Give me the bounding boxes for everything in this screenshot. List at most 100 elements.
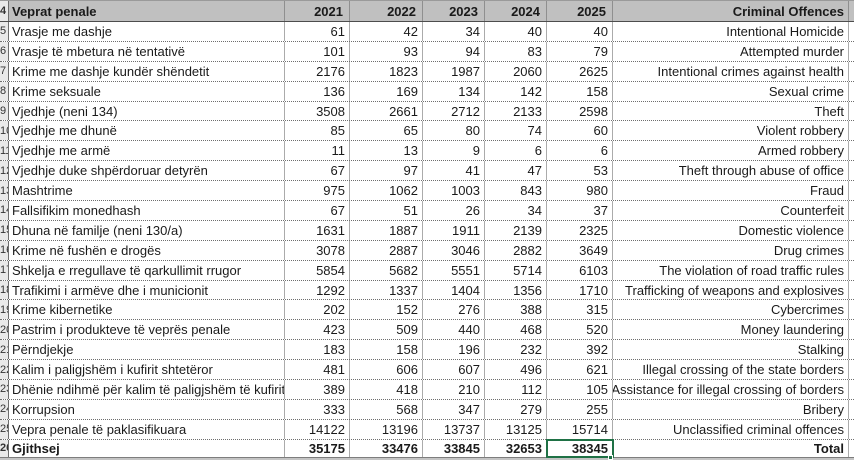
offence-name-en[interactable]: Violent robbery — [613, 121, 849, 141]
offence-name-en[interactable]: The violation of road traffic rules — [613, 260, 849, 280]
offence-name-sq[interactable]: Vrasje me dashje — [9, 22, 285, 41]
year-value[interactable]: 423 — [285, 320, 350, 340]
year-value[interactable]: 279 — [485, 399, 547, 419]
active-cell[interactable]: 38345 — [546, 438, 614, 460]
year-value[interactable]: 152 — [350, 300, 423, 320]
offence-name-en[interactable]: Theft through abuse of office — [613, 161, 849, 181]
row-number[interactable]: 16 — [0, 240, 9, 260]
column-header-2025[interactable]: 2025 — [547, 1, 613, 21]
year-value[interactable]: 276 — [423, 300, 485, 320]
row-number[interactable]: 17 — [0, 260, 9, 280]
offence-name-sq[interactable]: Krime me dashje kundër shëndetit — [9, 61, 285, 81]
offence-name-en[interactable]: Stalking — [613, 340, 849, 360]
year-value[interactable]: 440 — [423, 320, 485, 340]
offence-name-sq[interactable]: Dhuna në familje (neni 130/a) — [9, 220, 285, 240]
year-value[interactable]: 1987 — [423, 61, 485, 81]
year-value[interactable]: 232 — [485, 340, 547, 360]
year-value[interactable]: 13196 — [350, 419, 423, 439]
offence-name-sq[interactable]: Trafikimi i armëve dhe i municionit — [9, 280, 285, 300]
year-value[interactable]: 93 — [350, 41, 423, 61]
year-value[interactable]: 74 — [485, 121, 547, 141]
year-value[interactable]: 843 — [485, 181, 547, 201]
year-value[interactable]: 65 — [350, 121, 423, 141]
year-value[interactable]: 80 — [423, 121, 485, 141]
year-value[interactable]: 79 — [547, 41, 613, 61]
year-value[interactable]: 5714 — [485, 260, 547, 280]
year-value[interactable]: 37 — [547, 201, 613, 220]
year-value[interactable]: 509 — [350, 320, 423, 340]
year-value[interactable]: 13 — [350, 141, 423, 161]
offence-name-sq[interactable]: Gjithsej — [9, 439, 285, 457]
year-value[interactable]: 94 — [423, 41, 485, 61]
year-value[interactable]: 60 — [547, 121, 613, 141]
offence-name-en[interactable]: Cybercrimes — [613, 300, 849, 320]
year-value[interactable]: 392 — [547, 340, 613, 360]
offence-name-en[interactable]: Intentional Homicide — [613, 22, 849, 41]
year-value[interactable]: 606 — [350, 360, 423, 380]
year-value[interactable]: 1911 — [423, 220, 485, 240]
year-value[interactable]: 3078 — [285, 240, 350, 260]
year-value[interactable]: 101 — [285, 41, 350, 61]
year-value[interactable]: 169 — [350, 81, 423, 101]
offence-name-sq[interactable]: Dhënie ndihmë për kalim të paligjshëm të… — [9, 380, 285, 399]
row-number[interactable]: 9 — [0, 101, 9, 121]
offence-name-en[interactable]: Illegal crossing of the state borders — [613, 360, 849, 380]
year-value[interactable]: 9 — [423, 141, 485, 161]
year-value[interactable]: 1062 — [350, 181, 423, 201]
year-value[interactable]: 2060 — [485, 61, 547, 81]
year-value[interactable]: 13125 — [485, 419, 547, 439]
offence-name-sq[interactable]: Krime seksuale — [9, 81, 285, 101]
offence-name-en[interactable]: Sexual crime — [613, 81, 849, 101]
offence-name-sq[interactable]: Krime në fushën e drogës — [9, 240, 285, 260]
year-value[interactable]: 26 — [423, 201, 485, 220]
year-value[interactable]: 134 — [423, 81, 485, 101]
year-value[interactable]: 1003 — [423, 181, 485, 201]
year-value[interactable]: 97 — [350, 161, 423, 181]
year-value[interactable]: 40 — [547, 22, 613, 41]
column-header-2022[interactable]: 2022 — [350, 1, 423, 21]
year-value[interactable]: 1631 — [285, 220, 350, 240]
year-value[interactable]: 1887 — [350, 220, 423, 240]
year-value[interactable]: 315 — [547, 300, 613, 320]
year-value[interactable]: 158 — [547, 81, 613, 101]
year-value[interactable]: 61 — [285, 22, 350, 41]
row-number[interactable]: 14 — [0, 201, 9, 220]
row-number[interactable]: 7 — [0, 61, 9, 81]
year-value[interactable]: 15714 — [547, 419, 613, 439]
year-value[interactable]: 5551 — [423, 260, 485, 280]
year-value[interactable]: 2176 — [285, 61, 350, 81]
offence-name-en[interactable]: Domestic violence — [613, 220, 849, 240]
year-value[interactable]: 6 — [547, 141, 613, 161]
row-number[interactable]: 11 — [0, 141, 9, 161]
row-number[interactable]: 15 — [0, 220, 9, 240]
year-value[interactable]: 496 — [485, 360, 547, 380]
year-value[interactable]: 621 — [547, 360, 613, 380]
column-header-2024[interactable]: 2024 — [485, 1, 547, 21]
row-number[interactable]: 13 — [0, 181, 9, 201]
year-value[interactable]: 2625 — [547, 61, 613, 81]
year-value[interactable]: 40 — [485, 22, 547, 41]
row-number-header[interactable]: 4 — [0, 1, 9, 21]
offence-name-sq[interactable]: Kalim i paligjshëm i kufirit shtetëror — [9, 360, 285, 380]
offence-name-en[interactable]: Unclassified criminal offences — [613, 419, 849, 439]
offence-name-sq[interactable]: Përndjekje — [9, 340, 285, 360]
offence-name-sq[interactable]: Vjedhje duke shpërdoruar detyrën — [9, 161, 285, 181]
year-value[interactable]: 67 — [285, 201, 350, 220]
year-value[interactable]: 33476 — [350, 439, 423, 457]
year-value[interactable]: 42 — [350, 22, 423, 41]
year-value[interactable]: 158 — [350, 340, 423, 360]
offence-name-sq[interactable]: Fallsifikim monedhash — [9, 201, 285, 220]
offence-name-en[interactable]: Counterfeit — [613, 201, 849, 220]
year-value[interactable]: 389 — [285, 380, 350, 399]
offence-name-en[interactable]: Trafficking of weapons and explosives — [613, 280, 849, 300]
row-number[interactable]: 18 — [0, 280, 9, 300]
offence-name-sq[interactable]: Mashtrime — [9, 181, 285, 201]
offence-name-en[interactable]: Money laundering — [613, 320, 849, 340]
year-value[interactable]: 255 — [547, 399, 613, 419]
offence-name-sq[interactable]: Pastrim i produkteve të veprës penale — [9, 320, 285, 340]
offence-name-sq[interactable]: Vrasje të mbetura në tentativë — [9, 41, 285, 61]
year-value[interactable]: 136 — [285, 81, 350, 101]
row-number[interactable]: 10 — [0, 121, 9, 141]
year-value[interactable]: 5854 — [285, 260, 350, 280]
row-number[interactable]: 20 — [0, 320, 9, 340]
